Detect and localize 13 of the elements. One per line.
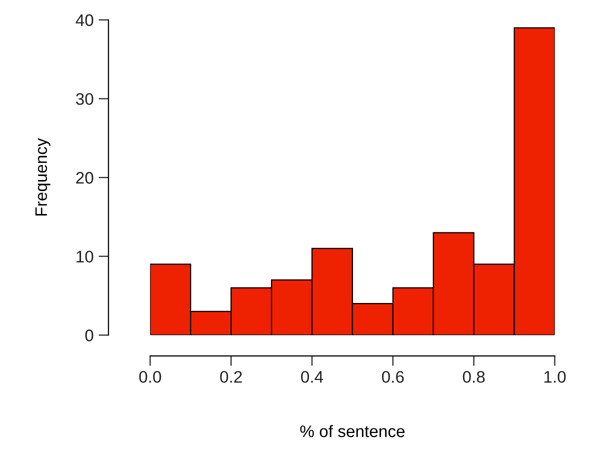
x-tick-label: 1.0 <box>544 370 566 383</box>
x-tick-label: 0.0 <box>139 370 162 383</box>
y-tick-label: 30 <box>76 93 94 105</box>
y-axis-title: Frequency <box>35 138 50 216</box>
y-tick-label: 0 <box>85 330 94 342</box>
x-axis-title: % of sentence <box>300 424 405 438</box>
y-tick-label: 40 <box>76 14 94 26</box>
y-tick-label: 10 <box>76 250 94 263</box>
x-tick-label: 0.6 <box>382 370 404 383</box>
y-tick-label: 20 <box>76 172 94 184</box>
x-tick-label: 0.4 <box>301 370 324 383</box>
x-tick-label: 0.2 <box>220 370 242 383</box>
x-tick-label: 0.8 <box>462 370 485 383</box>
